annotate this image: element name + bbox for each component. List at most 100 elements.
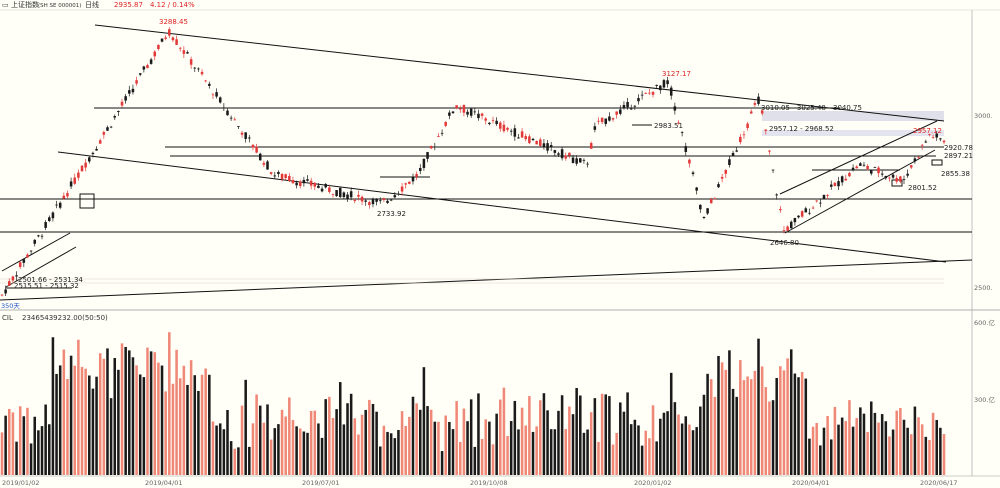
candle-body	[288, 175, 291, 182]
trendlines	[0, 24, 973, 301]
candle-body	[422, 158, 426, 168]
candle-body	[819, 202, 822, 204]
candle-body	[459, 108, 462, 110]
volume-bar	[637, 425, 640, 475]
volume-bar	[218, 423, 222, 475]
candle-body	[688, 159, 691, 164]
candle-body	[804, 208, 808, 213]
volume-bar	[749, 379, 753, 475]
candle-body	[153, 51, 157, 57]
volume-bar	[11, 412, 15, 475]
volume-bar	[84, 368, 87, 475]
volume-bar	[4, 415, 7, 475]
vol-tick-600: 600.亿	[974, 318, 995, 327]
volume-bar	[775, 377, 778, 475]
y-tick-3000: 3000.	[974, 112, 993, 120]
candle-body	[462, 104, 466, 113]
volume-bar	[418, 409, 422, 475]
candle-body	[811, 207, 815, 209]
volume-bar	[73, 365, 77, 475]
volume-bar	[680, 423, 684, 475]
candle-body	[840, 176, 844, 183]
candle-body	[553, 150, 557, 153]
candle-body	[720, 176, 724, 179]
volume-bar	[437, 421, 440, 475]
candle-body	[695, 187, 698, 191]
candle-body	[517, 137, 520, 139]
volume-bar	[633, 419, 637, 475]
volume-bar	[429, 409, 433, 475]
left-channel-lower	[5, 246, 77, 288]
volume-bar	[942, 434, 946, 475]
label-3010-3025: 3010.05 - 3025.48	[761, 104, 826, 112]
candle-body	[648, 92, 651, 94]
volume-bar	[149, 351, 153, 475]
volume-bar	[258, 405, 262, 475]
volume-bar	[262, 422, 266, 475]
volume-bar	[164, 391, 167, 475]
volume-bar	[760, 366, 764, 475]
volume-bar	[440, 451, 444, 475]
candle-body	[233, 119, 237, 121]
volume-bar	[902, 419, 906, 475]
candle-body	[120, 101, 124, 106]
volume-bar	[702, 394, 706, 475]
x-tick-2019-07: 2019/07/01	[302, 479, 339, 487]
candle-body	[131, 88, 135, 93]
volume-bar	[615, 432, 618, 475]
volume-bar	[120, 343, 124, 475]
volume-bar	[229, 441, 233, 475]
volume-bar	[560, 395, 564, 475]
candle-body	[589, 143, 593, 149]
candle-body	[448, 112, 451, 116]
candle-body	[98, 140, 102, 144]
candle-body	[204, 80, 207, 82]
candle-body	[400, 186, 404, 192]
volume-bar	[288, 397, 291, 475]
label-2920: 2920.78	[944, 144, 973, 152]
label-2733: 2733.92	[377, 210, 406, 218]
candle-body	[859, 163, 862, 166]
label-2801: 2801.52	[908, 184, 937, 192]
x-tick-2019-04: 2019/04/01	[145, 479, 182, 487]
volume-bar	[393, 438, 397, 475]
candle-body	[797, 215, 800, 218]
candle-body	[226, 110, 229, 116]
candle-body	[62, 195, 66, 199]
symbol-icon[interactable]: ▭	[2, 1, 9, 9]
candle-body	[186, 52, 189, 54]
candle-body	[215, 92, 218, 97]
chart-period[interactable]: 日线	[85, 0, 99, 9]
volume-bar	[62, 349, 66, 475]
candle-body	[33, 239, 37, 244]
volume-bar	[131, 357, 135, 475]
volume-bar	[371, 403, 375, 475]
candle-body	[433, 146, 437, 148]
candle-body	[680, 132, 684, 134]
volume-bar	[859, 407, 862, 475]
resistance-zone-1	[762, 111, 944, 121]
volume-bar	[822, 427, 826, 475]
candle-body	[909, 165, 913, 168]
volume-bar	[55, 373, 58, 475]
volume-bar	[539, 400, 542, 475]
volume-bar	[888, 436, 891, 475]
candle-body	[495, 120, 498, 125]
candle-body	[775, 194, 778, 196]
candle-body	[237, 126, 240, 127]
label-2855: 2855.38	[941, 170, 970, 178]
candle-body	[793, 217, 797, 223]
candle-body	[629, 108, 633, 110]
candle-body	[48, 217, 51, 221]
candle-body	[717, 184, 720, 188]
volume-bar	[77, 339, 80, 475]
candle-body	[164, 37, 167, 39]
volume-bar	[797, 377, 800, 475]
volume-bar	[895, 410, 898, 475]
label-2983: 2983.51	[654, 122, 683, 130]
candle-body	[73, 177, 77, 184]
candle-body	[95, 148, 98, 151]
volume-bar	[40, 426, 44, 475]
candle-body	[106, 127, 109, 131]
